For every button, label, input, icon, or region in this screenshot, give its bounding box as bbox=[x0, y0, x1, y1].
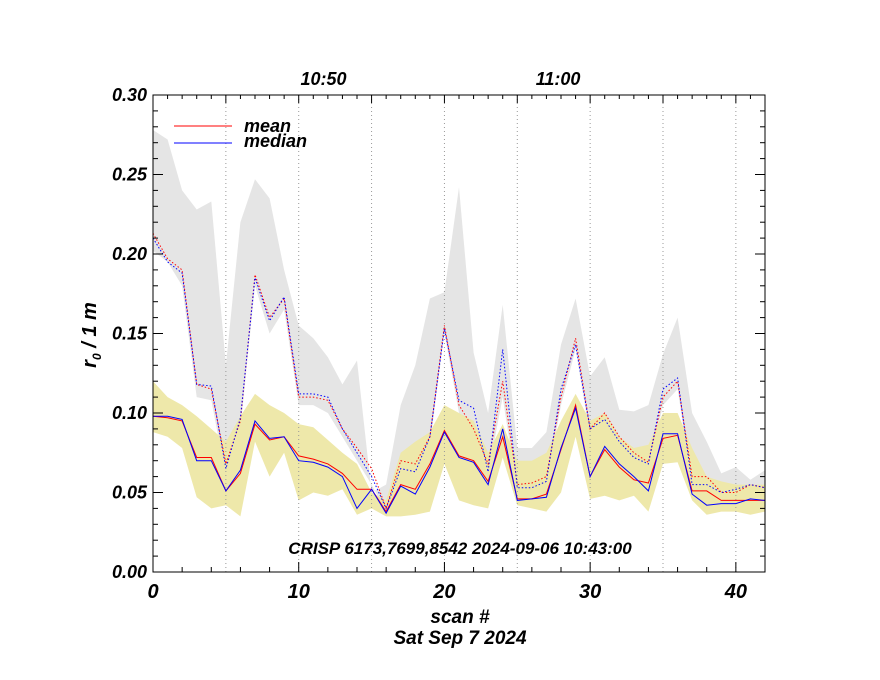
x-tick-label: 30 bbox=[579, 581, 601, 603]
y-tick-label: 0.10 bbox=[112, 403, 147, 423]
y-axis-label-suffix: / 1 m bbox=[79, 302, 101, 353]
band-grey-range bbox=[153, 130, 765, 512]
x-tick-label: 0 bbox=[147, 581, 158, 603]
legend-label-median: median bbox=[244, 131, 307, 151]
x-tick-label: 20 bbox=[432, 581, 455, 603]
top-axis-label: 11:00 bbox=[536, 69, 581, 89]
series-layer bbox=[152, 233, 766, 515]
series-line-mean bbox=[152, 403, 765, 513]
y-tick-label: 0.15 bbox=[112, 324, 148, 344]
legend-label-mean: mean bbox=[244, 116, 291, 136]
series-line-median-upper bbox=[152, 237, 766, 510]
y-tick-label: 0.30 bbox=[112, 85, 147, 105]
legend: mean median bbox=[174, 116, 307, 151]
y-axis-label-sub: 0 bbox=[90, 353, 104, 360]
top-axis-label: 10:50 bbox=[300, 69, 346, 89]
y-tick-label: 0.25 bbox=[112, 165, 148, 185]
x-tick-label: 40 bbox=[724, 581, 747, 603]
x-axis-label: scan # bbox=[430, 607, 490, 628]
chart-annotation: CRISP 6173,7699,8542 2024-09-06 10:43:00 bbox=[288, 539, 632, 558]
y-tick-label: 0.20 bbox=[112, 244, 147, 264]
x-tick-label: 10 bbox=[288, 581, 310, 603]
y-axis-label: r0 / 1 m bbox=[79, 302, 104, 368]
axes-layer: 0.00 0.05 0.10 0.15 0.20 0.25 0.30 0 10 20 30 40 10:… bbox=[112, 69, 766, 603]
band-yellow-range bbox=[153, 381, 765, 517]
series-line-median bbox=[153, 406, 766, 515]
y-tick-label: 0.05 bbox=[112, 483, 148, 503]
y-tick-label: 0.00 bbox=[112, 562, 147, 582]
bands-layer bbox=[153, 130, 765, 517]
series-line-mean-upper bbox=[152, 233, 766, 510]
date-label: Sat Sep 7 2024 bbox=[393, 628, 527, 649]
y-axis-label-main: r bbox=[79, 359, 101, 368]
